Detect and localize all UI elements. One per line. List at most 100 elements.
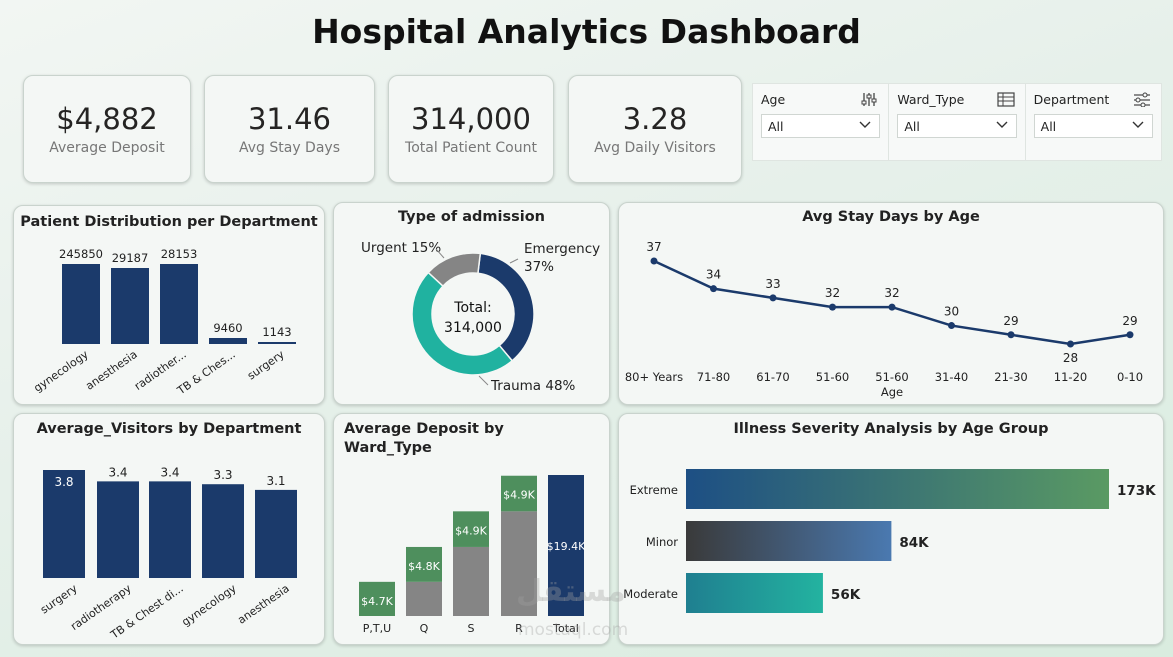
bar-base	[501, 511, 537, 616]
data-point	[1067, 340, 1074, 348]
bar	[209, 338, 247, 344]
data-label: 32	[884, 286, 899, 300]
donut-slice	[411, 271, 514, 376]
kpi-card-avg-stay-days: 31.46 Avg Stay Days	[204, 75, 375, 183]
data-label: 84K	[899, 535, 929, 551]
bar	[548, 475, 584, 616]
panel-patient-distribution: Patient Distribution per Department 2458…	[13, 205, 325, 405]
donut-slice	[427, 252, 482, 288]
deposit-by-ward-chart: $4.7K P,T,U $4.8K Q $4.9K S $4.9K R $19.4K Total	[359, 475, 586, 635]
category-label: 31-40	[935, 370, 968, 384]
bar	[43, 470, 85, 578]
kpi-value: 31.46	[247, 102, 332, 136]
kpi-card-avg-daily-visitors: 3.28 Avg Daily Visitors	[568, 75, 742, 183]
data-label: 9460	[213, 321, 242, 335]
department-dropdown-value: All	[1040, 119, 1057, 134]
chart-title: Illness Severity Analysis by Age Group	[733, 421, 1049, 437]
category-label: P,T,U	[363, 622, 391, 635]
category-label: 71-80	[697, 370, 730, 384]
panel-visitors-by-department: Average_Visitors by Department 3.8 surger…	[13, 413, 325, 645]
watermark-url: mostaql.com	[518, 620, 629, 640]
panel-severity-analysis: Illness Severity Analysis by Age Group E…	[618, 413, 1164, 645]
data-label: $19.4K	[547, 540, 586, 553]
data-label: 3.1	[266, 474, 285, 488]
data-label: 3.3	[213, 468, 232, 482]
admission-donut-chart: Total: 314,000 Emergency 37% Trauma 48% Urgen…	[361, 240, 600, 394]
age-dropdown[interactable]: All	[761, 114, 881, 138]
ward-type-dropdown[interactable]: All	[897, 114, 1017, 138]
bar	[686, 521, 892, 561]
category-label: 51-60	[816, 370, 849, 384]
bar	[111, 268, 149, 344]
category-label: 21-30	[994, 370, 1027, 384]
table-icon[interactable]	[997, 92, 1015, 107]
slicer-ward-type: Ward_Type All	[888, 84, 1024, 160]
category-label: 80+ Years	[625, 370, 683, 384]
data-point	[888, 303, 896, 311]
category-label: Extreme	[630, 483, 678, 497]
bar	[501, 475, 537, 512]
category-label: 0-10	[1117, 370, 1143, 384]
department-dropdown[interactable]: All	[1033, 114, 1153, 138]
data-point	[710, 285, 717, 293]
data-label: 173K	[1117, 483, 1156, 499]
category-label: S	[468, 622, 475, 635]
panel-deposit-by-ward: Average Deposit by Ward_Type $4.7K P,T,U $…	[333, 413, 610, 645]
bar-base	[406, 581, 442, 616]
data-point	[769, 294, 777, 302]
slice-label: 37%	[524, 259, 554, 275]
category-label: anesthesia	[235, 582, 291, 627]
data-label: 3.4	[108, 465, 127, 479]
bar	[202, 484, 244, 578]
category-label: Moderate	[623, 587, 678, 601]
data-label: $4.7K	[361, 595, 393, 608]
category-label: surgery	[38, 582, 80, 617]
bar	[258, 342, 296, 344]
category-label: 51-60	[875, 370, 908, 384]
category-label: gynecology	[31, 348, 91, 395]
data-label: 56K	[831, 587, 861, 603]
ward-type-dropdown-value: All	[904, 119, 920, 134]
slicer-label: Ward_Type	[897, 92, 965, 107]
kpi-label: Average Deposit	[49, 140, 165, 156]
data-label: 1143	[262, 325, 291, 339]
data-point	[650, 257, 658, 265]
data-label: 29	[1003, 314, 1018, 328]
data-label: 3.4	[160, 465, 179, 479]
data-label: $4.8K	[408, 560, 440, 573]
bar	[686, 573, 823, 613]
bar	[255, 489, 297, 578]
bar	[160, 264, 198, 344]
sliders-icon[interactable]	[860, 92, 878, 107]
category-label: anesthesia	[83, 348, 139, 393]
data-label: 29	[1122, 314, 1137, 328]
leader-line	[478, 375, 489, 386]
bar-base	[453, 546, 489, 616]
data-point	[1126, 331, 1134, 339]
kpi-value: $4,882	[56, 102, 158, 136]
data-label: 29187	[112, 251, 149, 265]
panel-type-of-admission: Type of admission Total: 314,000 Emergency…	[333, 202, 610, 405]
category-label: 11-20	[1054, 370, 1087, 384]
kpi-card-average-deposit: $4,882 Average Deposit	[23, 75, 191, 183]
x-axis-title: Age	[881, 385, 903, 399]
leader-line	[435, 248, 445, 259]
data-label: 30	[944, 305, 959, 319]
chart-title: Type of admission	[398, 209, 545, 225]
chevron-down-icon	[859, 121, 871, 128]
chart-title-line-2: Ward_Type	[344, 440, 432, 456]
data-label: 3.8	[54, 475, 73, 489]
slice-label: Trauma 48%	[490, 378, 576, 394]
chevron-down-icon	[1132, 121, 1144, 128]
category-label: surgery	[245, 348, 287, 383]
chart-title: Average Deposit by Ward_Type	[344, 420, 504, 458]
filter-settings-icon[interactable]	[1133, 92, 1151, 107]
category-label: Total	[552, 622, 579, 635]
data-point	[1007, 331, 1015, 339]
category-label: 61-70	[756, 370, 789, 384]
data-label: 245850	[59, 247, 103, 261]
slicer-label: Age	[761, 92, 786, 107]
data-label: 28	[1063, 351, 1078, 365]
bar	[686, 469, 1109, 509]
